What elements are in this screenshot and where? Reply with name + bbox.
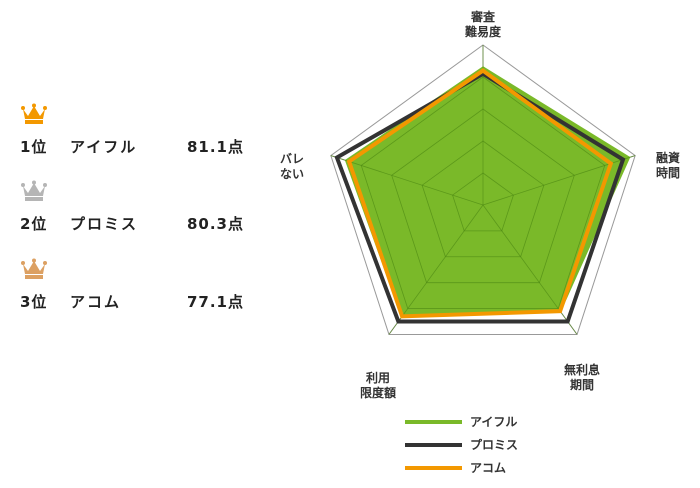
grid-ring-overlay xyxy=(391,108,575,284)
axis-label: 利用 xyxy=(366,370,390,385)
grid-ring-overlay xyxy=(452,172,514,232)
axis-label: 融資 xyxy=(656,150,680,165)
grid-ring-overlay xyxy=(360,76,606,309)
rank-label: 3位 xyxy=(20,293,48,311)
lender-score: 81.1点 xyxy=(186,138,244,156)
ranking-row-2: 2位 プロミス 80.3点 xyxy=(0,180,300,240)
series-line xyxy=(334,71,626,324)
ranking-row-1: 1位 アイフル 81.1点 xyxy=(0,103,300,163)
axis-label: 難易度 xyxy=(465,24,502,39)
lender-score: 80.3点 xyxy=(186,215,244,233)
legend-label: アイフル xyxy=(470,415,517,429)
grid-spoke-overlay xyxy=(330,155,484,206)
ranking-panel: 1位 アイフル 81.1点 2位 プロミス 80.3点 3位 アコム 77.1点 xyxy=(0,0,300,488)
series-line xyxy=(346,68,614,319)
axis-label: 時間 xyxy=(656,165,680,180)
axis-label: 審査 xyxy=(470,9,496,24)
legend-label: プロミス xyxy=(470,437,518,452)
silver-crown-icon xyxy=(21,180,47,201)
legend-label: アコム xyxy=(470,461,506,475)
axis-label: 無利息 xyxy=(564,362,600,377)
ranking-row-3: 3位 アコム 77.1点 xyxy=(0,258,300,318)
lender-score: 77.1点 xyxy=(186,293,244,311)
axis-label: 限度額 xyxy=(360,385,396,400)
lender-name: アコム xyxy=(70,293,122,311)
axis-label: 期間 xyxy=(570,377,594,392)
lender-name: アイフル xyxy=(70,138,138,156)
grid-spoke-overlay xyxy=(388,204,484,335)
axis-label: バレ xyxy=(280,152,304,166)
lender-name: プロミス xyxy=(70,215,139,233)
axis-label: ない xyxy=(280,167,304,181)
rank-label: 2位 xyxy=(20,215,48,233)
gold-crown-icon xyxy=(21,103,47,124)
grid-ring xyxy=(330,44,636,335)
grid-ring-overlay xyxy=(421,140,545,258)
bronze-crown-icon xyxy=(21,258,47,279)
rank-label: 1位 xyxy=(20,138,48,156)
